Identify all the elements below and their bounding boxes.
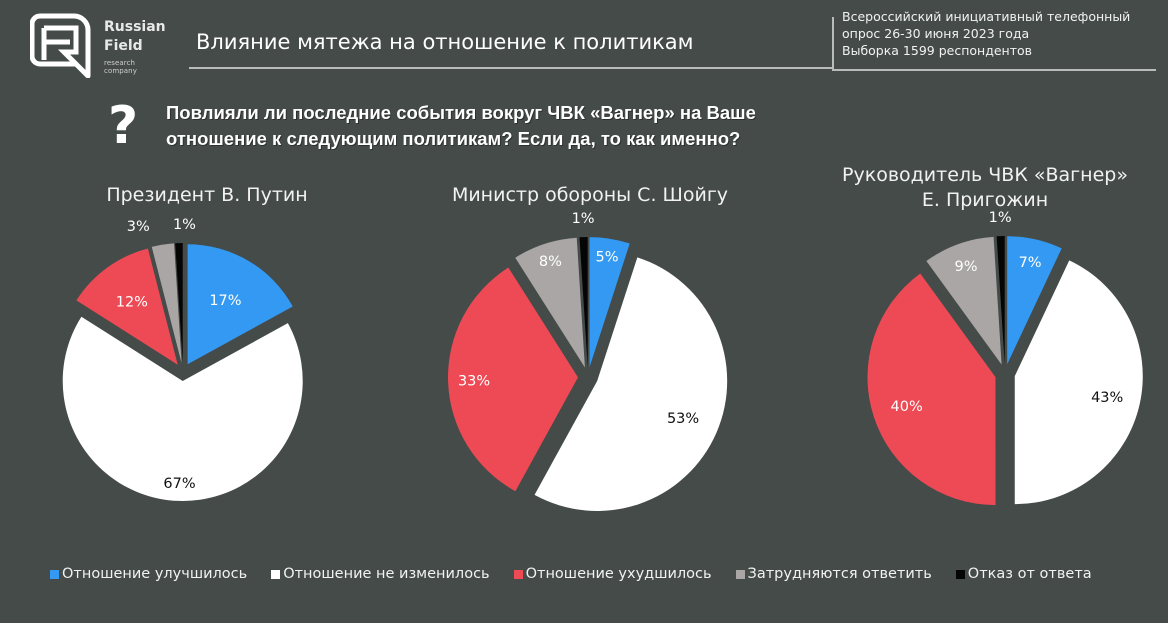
pie-label-improved: 7% bbox=[1019, 255, 1042, 271]
pie-label-improved: 17% bbox=[209, 293, 241, 309]
russian-field-logo-icon bbox=[30, 13, 91, 78]
pie-slice-worsened bbox=[76, 248, 178, 365]
pie-slice-worsened bbox=[867, 273, 996, 506]
legend-item-worsened: Отношение ухудшилось bbox=[513, 566, 712, 582]
pie-slice-worsened bbox=[448, 267, 579, 492]
pie-slice-hard-to-say bbox=[151, 243, 182, 364]
legend-item-refused: Отказ от ответа bbox=[955, 566, 1092, 582]
pie-slice-improved bbox=[589, 237, 630, 368]
pie-slice-refused bbox=[579, 237, 588, 368]
legend-swatch bbox=[513, 569, 523, 579]
pie-label-worsened: 40% bbox=[891, 399, 923, 415]
pie-label-refused: 1% bbox=[173, 217, 196, 233]
pie-label-worsened: 12% bbox=[116, 295, 148, 311]
pie-slice-unchanged bbox=[62, 316, 303, 501]
pie-slice-refused bbox=[996, 236, 1005, 365]
legend-item-unchanged: Отношение не изменилось bbox=[271, 566, 490, 582]
legend-label: Отношение ухудшилось bbox=[525, 566, 712, 582]
survey-info-line: Всероссийский инициативный телефонный bbox=[842, 9, 1131, 24]
pie-label-worsened: 33% bbox=[458, 374, 490, 390]
pie-slice-hard-to-say bbox=[515, 237, 585, 368]
title-divider bbox=[189, 67, 832, 69]
survey-info: Всероссийский инициативный телефонный оп… bbox=[832, 9, 1156, 71]
survey-question-line2: отношение к следующим политикам? Если да… bbox=[166, 128, 741, 149]
logo-name-line2: Field bbox=[104, 38, 143, 54]
pie-label-refused: 1% bbox=[989, 210, 1012, 226]
pie-slice-hard-to-say bbox=[926, 236, 1002, 365]
pie-slice-improved bbox=[1007, 236, 1062, 365]
pie-chart-prigozhin: 7% 43% 40% 9% 1% bbox=[867, 210, 1143, 506]
survey-question-line1: Повлияли ли последние события вокруг ЧВК… bbox=[166, 102, 756, 123]
pie-chart-shoigu: 5% 53% 33% 8% 1% bbox=[448, 211, 728, 511]
legend-item-improved: Отношение улучшилось bbox=[50, 566, 247, 582]
logo-name: Russian Field bbox=[104, 18, 166, 56]
chart-legend: Отношение улучшилось Отношение не измени… bbox=[50, 566, 1116, 582]
pie-slice-refused bbox=[175, 243, 183, 364]
pie-slice-unchanged bbox=[534, 257, 728, 511]
chart-title-line1: Руководитель ЧВК «Вагнер» bbox=[842, 164, 1128, 186]
legend-swatch bbox=[735, 569, 745, 579]
legend-swatch bbox=[50, 569, 59, 579]
legend-label: Отношение улучшилось bbox=[62, 566, 248, 582]
pie-label-hard-to-say: 8% bbox=[539, 254, 562, 270]
pie-slice-unchanged bbox=[1014, 260, 1143, 505]
pie-chart-putin: 17% 67% 12% 3% 1% bbox=[62, 217, 303, 501]
chart-title-putin: Президент В. Путин bbox=[106, 184, 308, 206]
question-mark-icon: ? bbox=[108, 96, 139, 156]
pie-label-hard-to-say: 9% bbox=[955, 259, 978, 275]
chart-title-shoigu: Министр обороны С. Шойгу bbox=[451, 184, 729, 206]
legend-label: Затрудняются ответить bbox=[747, 566, 932, 582]
survey-question: Повлияли ли последние события вокруг ЧВК… bbox=[166, 100, 756, 152]
logo-name-line1: Russian bbox=[104, 19, 166, 35]
legend-swatch bbox=[955, 569, 965, 579]
legend-label: Отказ от ответа bbox=[967, 566, 1092, 582]
pie-label-unchanged: 53% bbox=[667, 411, 699, 427]
survey-info-line: Выборка 1599 респондентов bbox=[842, 43, 1032, 58]
chart-title-line2: Е. Пригожин bbox=[921, 189, 1049, 211]
pie-label-improved: 5% bbox=[596, 250, 619, 266]
legend-item-hard-to-say: Затрудняются ответить bbox=[735, 566, 932, 582]
survey-info-line: опрос 26-30 июня 2023 года bbox=[842, 26, 1030, 41]
legend-swatch bbox=[271, 569, 281, 579]
pie-label-unchanged: 67% bbox=[163, 476, 195, 492]
chart-title-prigozhin: Руководитель ЧВК «Вагнер» Е. Пригожин bbox=[830, 163, 1140, 213]
company-logo: Russian Field research company bbox=[30, 12, 170, 80]
pie-label-unchanged: 43% bbox=[1091, 390, 1123, 406]
pie-label-hard-to-say: 3% bbox=[127, 219, 150, 235]
logo-subtitle: research company bbox=[104, 59, 137, 75]
legend-label: Отношение не изменилось bbox=[283, 566, 490, 582]
page-title: Влияние мятежа на отношение к политикам bbox=[196, 30, 694, 54]
pie-label-refused: 1% bbox=[572, 211, 595, 227]
pie-slice-improved bbox=[187, 244, 293, 365]
